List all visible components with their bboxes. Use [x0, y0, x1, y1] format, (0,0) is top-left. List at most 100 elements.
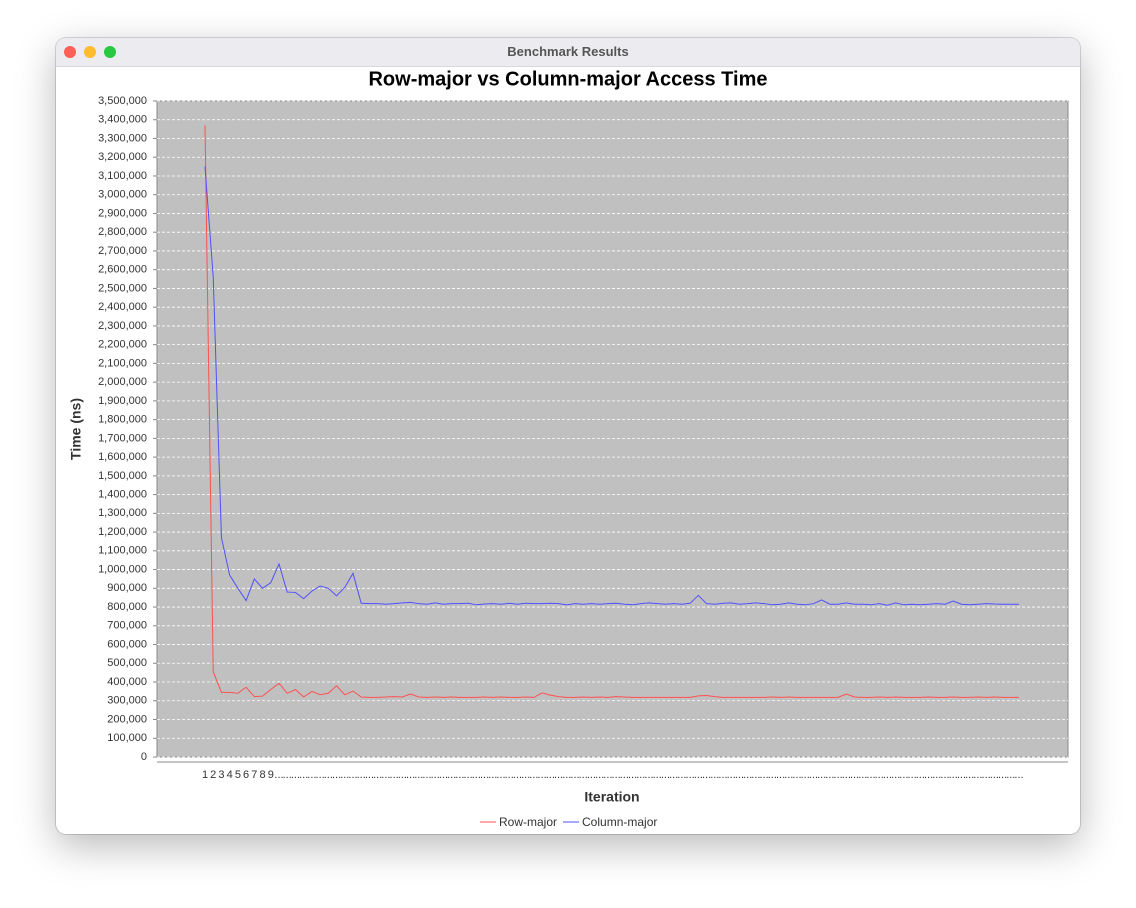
y-tick-label: 2,200,000 — [98, 339, 147, 351]
y-tick-label: 600,000 — [107, 638, 147, 650]
y-tick-label: 1,300,000 — [98, 507, 147, 519]
legend-label: Row-major — [499, 815, 557, 829]
x-tick-label: ... — [570, 769, 579, 781]
x-tick-label: ... — [587, 769, 596, 781]
x-tick-label: ... — [398, 769, 407, 781]
x-tick-label: ... — [809, 769, 818, 781]
y-tick-label: 300,000 — [107, 695, 147, 707]
x-tick-label: 2 — [210, 769, 216, 781]
x-tick-label: ... — [373, 769, 382, 781]
x-tick-label: ... — [990, 769, 999, 781]
window-title: Benchmark Results — [507, 44, 629, 59]
minimize-button[interactable] — [84, 46, 96, 58]
x-tick-label: ... — [710, 769, 719, 781]
close-button[interactable] — [64, 46, 76, 58]
x-tick-label: ... — [760, 769, 769, 781]
x-tick-label: ... — [546, 769, 555, 781]
x-tick-label: ... — [850, 769, 859, 781]
series-line — [204, 125, 1019, 698]
x-tick-label: ... — [677, 769, 686, 781]
x-tick-label: ... — [365, 769, 374, 781]
x-tick-label: ... — [694, 769, 703, 781]
zoom-button[interactable] — [104, 46, 116, 58]
x-tick-label: ... — [455, 769, 464, 781]
x-tick-label: 7 — [251, 769, 257, 781]
y-tick-label: 2,500,000 — [98, 282, 147, 294]
x-tick-label: ... — [718, 769, 727, 781]
x-tick-label: ... — [521, 769, 530, 781]
x-tick-label: 5 — [235, 769, 241, 781]
x-tick-label: ... — [381, 769, 390, 781]
x-tick-label: ... — [1006, 769, 1015, 781]
x-tick-label: ... — [414, 769, 423, 781]
x-tick-label: ... — [620, 769, 629, 781]
x-tick-label: ... — [932, 769, 941, 781]
x-tick-label: ... — [562, 769, 571, 781]
x-tick-label: ... — [529, 769, 538, 781]
y-tick-label: 2,800,000 — [98, 226, 147, 238]
x-tick-label: 1 — [202, 769, 208, 781]
y-tick-label: 900,000 — [107, 582, 147, 594]
x-tick-label: ... — [924, 769, 933, 781]
x-tick-label: ... — [998, 769, 1007, 781]
x-tick-label: ... — [291, 769, 300, 781]
y-tick-label: 3,400,000 — [98, 114, 147, 126]
x-tick-label: ... — [957, 769, 966, 781]
x-tick-label: ... — [505, 769, 514, 781]
legend-label: Column-major — [582, 815, 657, 829]
x-tick-label: ... — [299, 769, 308, 781]
x-tick-label: ... — [283, 769, 292, 781]
x-tick-label: ... — [636, 769, 645, 781]
x-tick-label: ... — [776, 769, 785, 781]
x-tick-label: ... — [916, 769, 925, 781]
x-tick-label: ... — [513, 769, 522, 781]
x-tick-label: ... — [891, 769, 900, 781]
x-tick-label: ... — [727, 769, 736, 781]
x-tick-label: ... — [390, 769, 399, 781]
y-tick-label: 1,700,000 — [98, 432, 147, 444]
y-tick-label: 1,100,000 — [98, 545, 147, 557]
x-tick-label: ... — [875, 769, 884, 781]
x-tick-label: ... — [899, 769, 908, 781]
x-tick-label: ... — [307, 769, 316, 781]
y-tick-label: 3,300,000 — [98, 132, 147, 144]
y-tick-label: 1,000,000 — [98, 563, 147, 575]
x-tick-label: 8 — [259, 769, 265, 781]
y-tick-label: 100,000 — [107, 732, 147, 744]
x-tick-label: ... — [686, 769, 695, 781]
x-tick-label: ... — [834, 769, 843, 781]
x-tick-label: ... — [792, 769, 801, 781]
x-tick-label: ... — [480, 769, 489, 781]
x-tick-label: ... — [702, 769, 711, 781]
x-tick-label: ... — [949, 769, 958, 781]
title-bar: Benchmark Results — [56, 38, 1080, 67]
x-axis-label: Iteration — [584, 789, 639, 805]
y-tick-label: 400,000 — [107, 676, 147, 688]
y-axis-label: Time (ns) — [68, 398, 84, 460]
x-tick-label: ... — [743, 769, 752, 781]
x-tick-label: ... — [628, 769, 637, 781]
x-tick-label: ... — [908, 769, 917, 781]
x-tick-label: ... — [447, 769, 456, 781]
x-tick-label: ... — [784, 769, 793, 781]
y-tick-label: 800,000 — [107, 601, 147, 613]
y-tick-label: 2,400,000 — [98, 301, 147, 313]
x-tick-label: ... — [768, 769, 777, 781]
y-tick-label: 1,900,000 — [98, 395, 147, 407]
x-tick-label: ... — [579, 769, 588, 781]
x-tick-label: ... — [842, 769, 851, 781]
x-tick-label: ... — [751, 769, 760, 781]
x-tick-label: ... — [554, 769, 563, 781]
x-tick-label: ... — [661, 769, 670, 781]
x-tick-label: ... — [612, 769, 621, 781]
x-tick-label: ... — [669, 769, 678, 781]
chart-title: Row-major vs Column-major Access Time — [368, 68, 767, 90]
y-tick-label: 2,600,000 — [98, 264, 147, 276]
y-tick-label: 500,000 — [107, 657, 147, 669]
x-tick-label: ... — [496, 769, 505, 781]
x-tick-label: ... — [406, 769, 415, 781]
y-tick-label: 3,100,000 — [98, 170, 147, 182]
x-tick-label: ... — [538, 769, 547, 781]
y-tick-label: 3,200,000 — [98, 151, 147, 163]
x-tick-label: ... — [340, 769, 349, 781]
